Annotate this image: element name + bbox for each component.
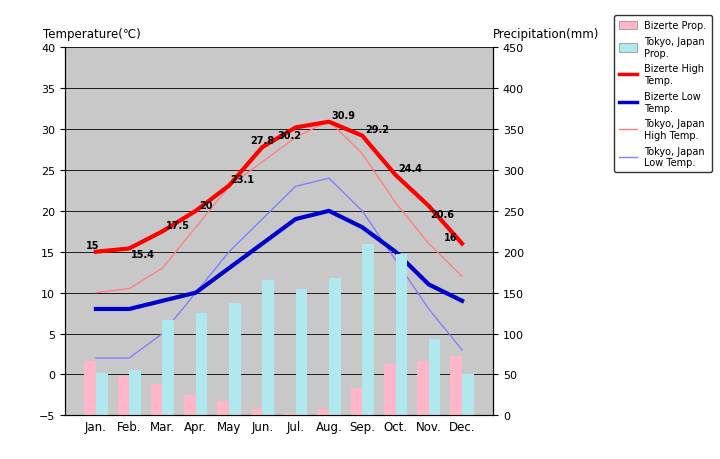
Text: 20.6: 20.6 [431,209,454,219]
Bar [384,364,395,415]
Bar [451,357,462,415]
Bar [229,303,240,415]
Bar [296,290,307,415]
Bar [96,373,107,415]
Bar [117,376,129,415]
Text: 15.4: 15.4 [131,249,155,259]
Bar [163,320,174,415]
Bar [196,313,207,415]
Legend: Bizerte Prop., Tokyo, Japan
Prop., Bizerte High
Temp., Bizerte Low
Temp., Tokyo,: Bizerte Prop., Tokyo, Japan Prop., Bizer… [614,17,711,173]
Bar [284,413,296,415]
Text: 16: 16 [444,233,457,243]
Bar [217,401,229,415]
Text: 20: 20 [199,200,212,210]
Text: 24.4: 24.4 [398,163,422,174]
Text: 30.2: 30.2 [277,131,302,141]
Text: 30.9: 30.9 [332,111,356,121]
Bar [262,281,274,415]
Bar [395,255,407,415]
Text: 15: 15 [86,241,99,251]
Bar [84,361,96,415]
Bar [351,388,362,415]
Bar [462,374,474,415]
Bar [318,409,329,415]
Bar [429,340,441,415]
Bar [417,361,429,415]
Text: 29.2: 29.2 [365,124,389,134]
Bar [184,395,196,415]
Bar [251,409,262,415]
Bar [329,278,341,415]
Text: 17.5: 17.5 [166,220,190,230]
Text: 27.8: 27.8 [251,136,275,146]
Bar [129,369,141,415]
Bar [151,384,163,415]
Text: 23.1: 23.1 [230,175,255,185]
Bar [362,244,374,415]
Text: Precipitation(mm): Precipitation(mm) [493,28,600,40]
Text: Temperature(℃): Temperature(℃) [43,28,141,40]
